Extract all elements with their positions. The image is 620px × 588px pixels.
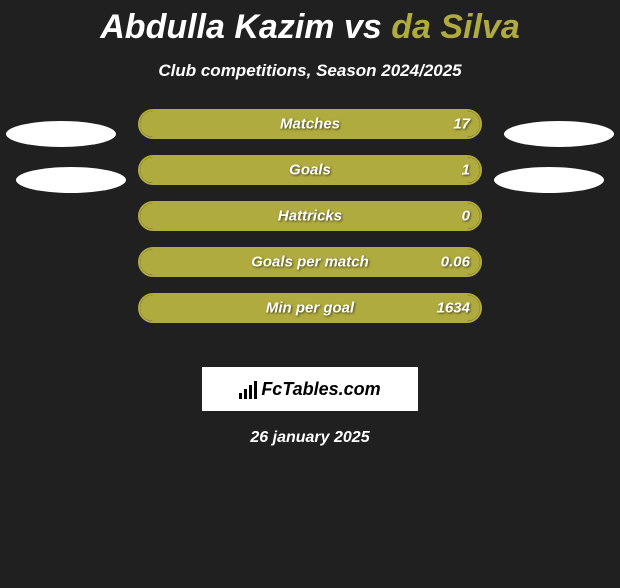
logo-text: FcTables.com (261, 379, 380, 400)
bar-label: Min per goal (266, 300, 354, 317)
left-decor-ellipse-1 (6, 121, 116, 147)
left-decor-ellipse-2 (16, 167, 126, 193)
fctables-logo[interactable]: FcTables.com (202, 367, 418, 411)
bar-value: 0 (462, 208, 470, 225)
right-decor-ellipse-2 (494, 167, 604, 193)
bar-row: Matches 17 (138, 109, 482, 139)
bar-label: Matches (280, 116, 340, 133)
right-decor-ellipse-1 (504, 121, 614, 147)
bar-row: Hattricks 0 (138, 201, 482, 231)
bar-value: 0.06 (441, 254, 470, 271)
comparison-chart: Matches 17 Goals 1 Hattricks 0 Goals per… (0, 109, 620, 349)
bar-chart-icon (239, 379, 257, 399)
bar-label: Goals (289, 162, 331, 179)
bar-label: Hattricks (278, 208, 342, 225)
bar-row: Min per goal 1634 (138, 293, 482, 323)
bar-list: Matches 17 Goals 1 Hattricks 0 Goals per… (138, 109, 482, 339)
footer-date: 26 january 2025 (0, 429, 620, 447)
subtitle: Club competitions, Season 2024/2025 (0, 61, 620, 81)
bar-label: Goals per match (251, 254, 369, 271)
bar-value: 17 (453, 116, 470, 133)
bar-value: 1 (462, 162, 470, 179)
bar-row: Goals per match 0.06 (138, 247, 482, 277)
page-title: Abdulla Kazim vs da Silva (0, 8, 620, 47)
bar-row: Goals 1 (138, 155, 482, 185)
title-player2: da Silva (391, 8, 520, 46)
title-player1: Abdulla Kazim (100, 8, 334, 46)
title-vs: vs (335, 8, 392, 46)
bar-value: 1634 (437, 300, 470, 317)
